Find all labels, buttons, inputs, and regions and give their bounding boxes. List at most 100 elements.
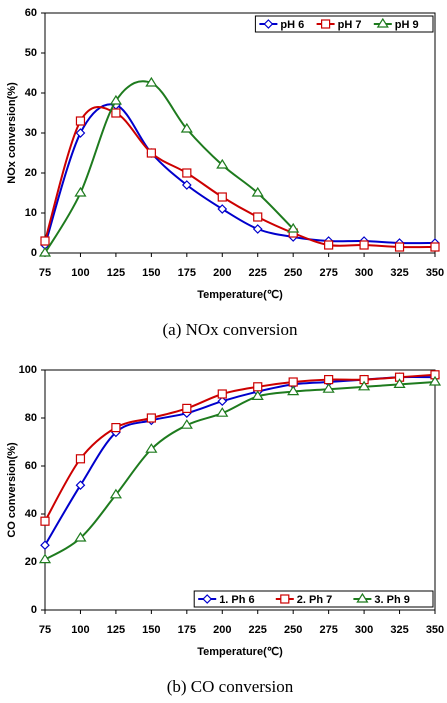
marker — [430, 242, 440, 252]
marker — [324, 375, 334, 385]
x-tick-label: 350 — [426, 267, 444, 279]
marker — [217, 192, 227, 202]
y-tick-label: 100 — [19, 364, 37, 376]
marker — [376, 17, 389, 28]
x-tick-label: 275 — [319, 624, 337, 636]
chart: 0 20 40 60 80 100 75 100 125 150 175 200 225 250 275 30… — [6, 364, 444, 696]
y-axis-title: NOx conversion(%) — [6, 82, 18, 184]
y-tick-label: 50 — [25, 47, 37, 59]
legend-label: 2. Ph 7 — [297, 594, 332, 606]
plot-frame — [44, 369, 436, 611]
marker — [146, 148, 156, 158]
x-tick-label: 250 — [284, 624, 302, 636]
marker — [217, 396, 228, 407]
marker — [74, 186, 87, 197]
y-tick-label: 20 — [25, 167, 37, 179]
x-axis-title: Temperature(℃) — [197, 289, 283, 301]
y-axis-title: CO conversion(%) — [6, 442, 18, 538]
marker — [322, 383, 335, 393]
marker — [280, 594, 290, 604]
marker — [251, 390, 264, 400]
marker — [109, 94, 122, 105]
x-tick-label: 275 — [319, 267, 337, 279]
x-tick-label: 300 — [355, 267, 373, 279]
marker — [75, 116, 86, 126]
x-tick-label: 250 — [284, 267, 302, 279]
x-tick-label: 225 — [249, 624, 267, 636]
legend-label: pH 6 — [280, 19, 304, 31]
plot-frame — [44, 12, 436, 254]
marker — [182, 168, 192, 178]
marker — [75, 454, 86, 464]
x-tick-label: 75 — [39, 624, 51, 636]
y-tick-label: 80 — [25, 412, 37, 424]
y-tick-label: 60 — [25, 7, 37, 19]
legend-label: 3. Ph 9 — [374, 594, 409, 606]
marker — [217, 389, 227, 399]
marker — [111, 108, 121, 118]
caption: (b) CO conversion — [167, 677, 294, 696]
x-axis-title: Temperature(℃) — [197, 646, 283, 658]
marker — [428, 375, 442, 386]
x-tick-label: 150 — [142, 624, 160, 636]
marker — [252, 224, 263, 234]
marker — [393, 378, 406, 388]
marker — [40, 236, 50, 246]
marker — [359, 240, 369, 250]
marker — [356, 592, 369, 603]
x-tick-label: 200 — [213, 267, 231, 279]
x-tick-label: 125 — [107, 267, 125, 279]
y-tick-label: 20 — [25, 556, 37, 568]
x-tick-label: 125 — [107, 624, 125, 636]
marker — [109, 488, 122, 499]
x-tick-label: 300 — [355, 624, 373, 636]
y-tick-label: 0 — [31, 247, 37, 259]
marker — [251, 186, 264, 197]
marker — [145, 443, 158, 453]
marker — [40, 516, 50, 526]
marker — [75, 480, 86, 491]
x-tick-label: 75 — [39, 267, 51, 279]
legend-box — [193, 590, 434, 608]
marker — [287, 222, 300, 233]
legend-label: pH 7 — [338, 19, 362, 31]
marker — [181, 180, 192, 190]
marker — [40, 540, 50, 551]
marker — [74, 531, 87, 542]
marker — [263, 19, 274, 29]
marker — [146, 413, 156, 423]
marker — [182, 403, 192, 413]
x-tick-label: 100 — [71, 624, 89, 636]
x-tick-label: 175 — [178, 267, 196, 279]
x-tick-label: 325 — [390, 267, 408, 279]
marker — [38, 246, 52, 257]
marker — [216, 407, 229, 417]
y-tick-label: 30 — [25, 127, 37, 139]
series-line — [45, 103, 435, 246]
marker — [217, 204, 228, 214]
x-tick-label: 175 — [178, 624, 196, 636]
y-tick-label: 60 — [25, 460, 37, 472]
marker — [287, 385, 300, 396]
marker — [253, 382, 263, 392]
x-tick-label: 325 — [390, 624, 408, 636]
marker — [394, 242, 405, 252]
y-tick-label: 40 — [25, 508, 37, 520]
legend-label: 1. Ph 6 — [219, 594, 254, 606]
series-line — [45, 381, 435, 561]
chart: 0 10 20 30 40 50 60 75 100 125 150 175 200 225 250 275 3… — [6, 7, 444, 339]
marker — [324, 240, 334, 250]
x-tick-label: 150 — [142, 267, 160, 279]
marker — [253, 212, 263, 222]
caption: (a) NOx conversion — [162, 320, 298, 339]
legend-label: pH 9 — [395, 19, 419, 31]
marker — [38, 553, 52, 564]
marker — [288, 377, 298, 387]
x-tick-label: 200 — [213, 624, 231, 636]
x-tick-label: 350 — [426, 624, 444, 636]
x-tick-label: 225 — [249, 267, 267, 279]
marker — [202, 594, 213, 604]
marker — [321, 19, 331, 29]
x-tick-label: 100 — [71, 267, 89, 279]
